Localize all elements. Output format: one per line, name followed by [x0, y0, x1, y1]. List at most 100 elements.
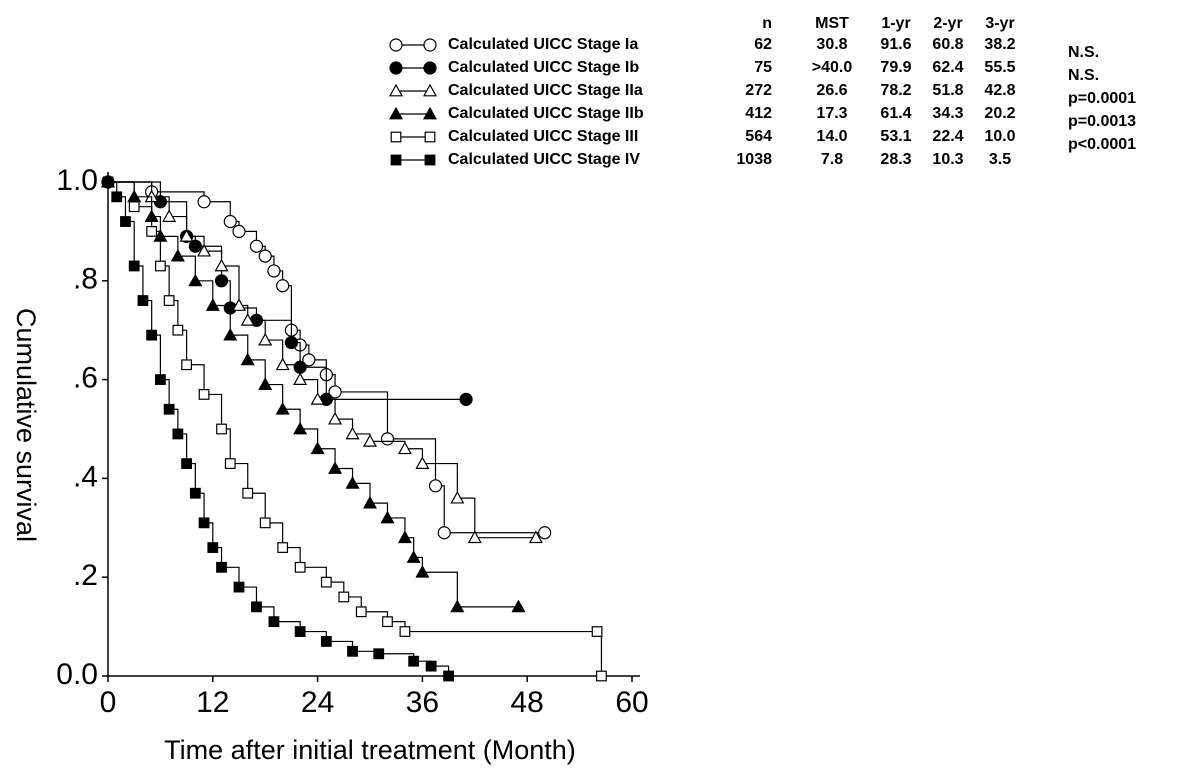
legend-marker: [424, 131, 436, 143]
marker: [258, 249, 272, 263]
x-tick-label: 24: [301, 686, 334, 719]
marker: [249, 239, 264, 253]
legend-marker: [390, 131, 402, 143]
survival-line: [108, 181, 450, 676]
marker: [293, 421, 308, 435]
marker: [155, 260, 166, 272]
table-cell: 20.2: [984, 105, 1015, 122]
marker: [538, 526, 552, 540]
marker: [467, 530, 482, 544]
x-tick-label: 0: [100, 686, 117, 719]
marker: [408, 655, 420, 667]
y-tick-label: .6: [73, 362, 98, 395]
marker: [232, 224, 246, 238]
legend-marker: [423, 38, 437, 52]
marker: [415, 456, 430, 469]
table-header: n: [762, 15, 772, 32]
legend-marker: [388, 83, 404, 97]
marker: [450, 599, 465, 613]
y-tick-label: 1.0: [56, 164, 98, 197]
x-tick-label: 12: [196, 686, 229, 719]
marker: [259, 517, 271, 529]
legend-marker: [390, 154, 402, 166]
marker: [399, 626, 411, 637]
legend-marker: [424, 154, 436, 166]
table-cell: 14.0: [816, 128, 847, 145]
marker: [172, 324, 184, 336]
marker: [382, 616, 393, 628]
marker: [258, 377, 273, 390]
marker: [450, 490, 465, 504]
marker: [380, 432, 395, 446]
x-tick-label: 48: [511, 686, 544, 719]
p-value: p<0.0001: [1068, 136, 1136, 153]
legend-label: Calculated UICC Stage Ib: [448, 59, 639, 76]
marker: [179, 229, 194, 242]
marker: [268, 616, 280, 628]
marker: [511, 599, 526, 613]
marker: [214, 274, 229, 288]
marker: [223, 214, 237, 229]
marker: [111, 191, 123, 203]
marker: [120, 216, 131, 227]
marker: [320, 576, 332, 588]
marker: [251, 601, 262, 613]
table-cell: 38.2: [984, 36, 1015, 53]
marker: [233, 581, 245, 593]
marker: [163, 295, 175, 306]
legend-marker: [423, 61, 437, 75]
marker: [294, 626, 306, 637]
y-tick-label: .8: [73, 263, 98, 296]
marker: [267, 264, 281, 278]
table-header: 1-yr: [881, 15, 910, 32]
legend-marker: [388, 106, 404, 120]
marker: [224, 458, 236, 469]
p-value: N.S.: [1068, 44, 1099, 61]
legend-marker: [389, 61, 403, 75]
marker: [170, 248, 185, 262]
table-cell: 3.5: [989, 151, 1011, 168]
table-header: 2-yr: [933, 15, 962, 32]
marker: [380, 510, 395, 524]
marker: [102, 176, 114, 188]
marker: [310, 441, 325, 455]
legend-marker: [422, 83, 438, 97]
table-cell: 412: [745, 105, 772, 122]
p-value: N.S.: [1068, 67, 1099, 84]
marker: [189, 487, 201, 499]
table-cell: 22.4: [932, 128, 963, 145]
marker: [137, 295, 149, 306]
table-cell: 55.5: [984, 59, 1015, 76]
marker: [146, 329, 158, 341]
marker: [172, 428, 184, 440]
table-cell: 1038: [736, 151, 772, 168]
y-axis-title: Cumulative survival: [11, 308, 41, 542]
legend-label: Calculated UICC Stage IIb: [448, 105, 644, 122]
marker: [459, 392, 473, 406]
marker: [362, 495, 378, 509]
marker: [240, 352, 255, 366]
table-cell: 51.8: [932, 82, 963, 99]
marker: [242, 487, 254, 499]
marker: [338, 591, 350, 603]
table-cell: 75: [754, 59, 772, 76]
legend-label: Calculated UICC Stage III: [448, 128, 638, 145]
marker: [197, 195, 211, 209]
marker: [163, 403, 175, 415]
table-cell: 60.8: [932, 36, 963, 53]
x-tick-label: 60: [615, 686, 648, 719]
marker: [437, 526, 451, 540]
marker: [198, 389, 210, 400]
marker: [345, 476, 360, 489]
table-cell: 42.8: [984, 82, 1015, 99]
marker: [284, 335, 298, 350]
table-cell: 30.8: [816, 36, 847, 53]
table-cell: >40.0: [812, 59, 853, 76]
table-header: MST: [815, 15, 849, 32]
marker: [425, 660, 437, 672]
marker: [294, 561, 306, 573]
marker: [328, 411, 343, 425]
marker: [188, 239, 202, 253]
table-cell: 10.3: [932, 151, 963, 168]
marker: [293, 372, 308, 385]
